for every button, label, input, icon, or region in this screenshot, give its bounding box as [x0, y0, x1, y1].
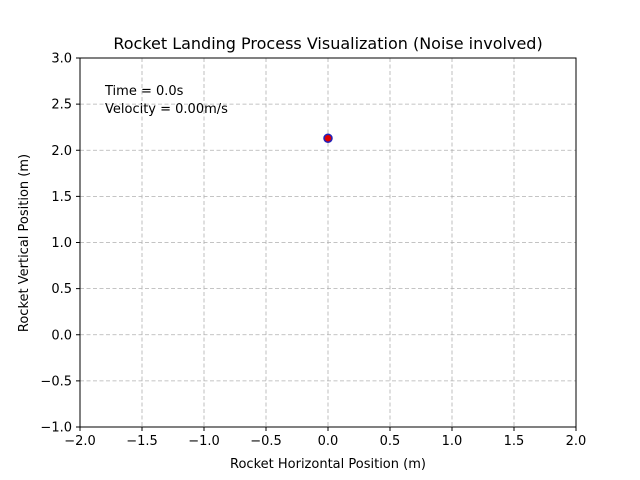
x-tick-label: 1.5 — [504, 434, 525, 449]
x-tick-label: 1.0 — [442, 434, 463, 449]
x-axis-label: Rocket Horizontal Position (m) — [230, 457, 426, 472]
y-tick-label: −0.5 — [40, 374, 72, 389]
grid-layer — [79, 57, 577, 428]
point-layer — [323, 133, 333, 144]
x-tick-label: −1.0 — [188, 434, 220, 449]
y-tick-label: 0.5 — [51, 282, 72, 297]
x-tick-label: −1.5 — [126, 434, 158, 449]
y-tick-label: 3.0 — [51, 52, 72, 67]
x-tick-label: 2.0 — [566, 434, 587, 449]
tick-layer: −2.0 −1.5 −1.0 −0.5 0.0 0.5 1.0 1.5 2.0 −1.0 −0.5 0… — [40, 52, 586, 450]
x-tick-label: −2.0 — [64, 434, 96, 449]
x-tick-label: −0.5 — [250, 434, 282, 449]
y-axis-label: Rocket Vertical Position (m) — [17, 154, 32, 332]
chart-title: Rocket Landing Process Visualization (No… — [113, 34, 542, 53]
annotation-layer: Time = 0.0s Velocity = 0.00m/s — [104, 84, 228, 117]
rocket-position-point — [323, 133, 333, 144]
y-tick-label: 2.5 — [51, 98, 72, 113]
time-annotation: Time = 0.0s — [104, 84, 184, 99]
velocity-annotation: Velocity = 0.00m/s — [105, 102, 228, 117]
y-tick-label: 0.0 — [51, 328, 72, 343]
x-tick-label: 0.0 — [318, 434, 339, 449]
y-tick-label: 1.0 — [51, 236, 72, 251]
y-tick-label: 2.0 — [51, 144, 72, 159]
x-tick-label: 0.5 — [380, 434, 401, 449]
y-tick-label: −1.0 — [40, 421, 72, 436]
y-tick-label: 1.5 — [51, 190, 72, 205]
